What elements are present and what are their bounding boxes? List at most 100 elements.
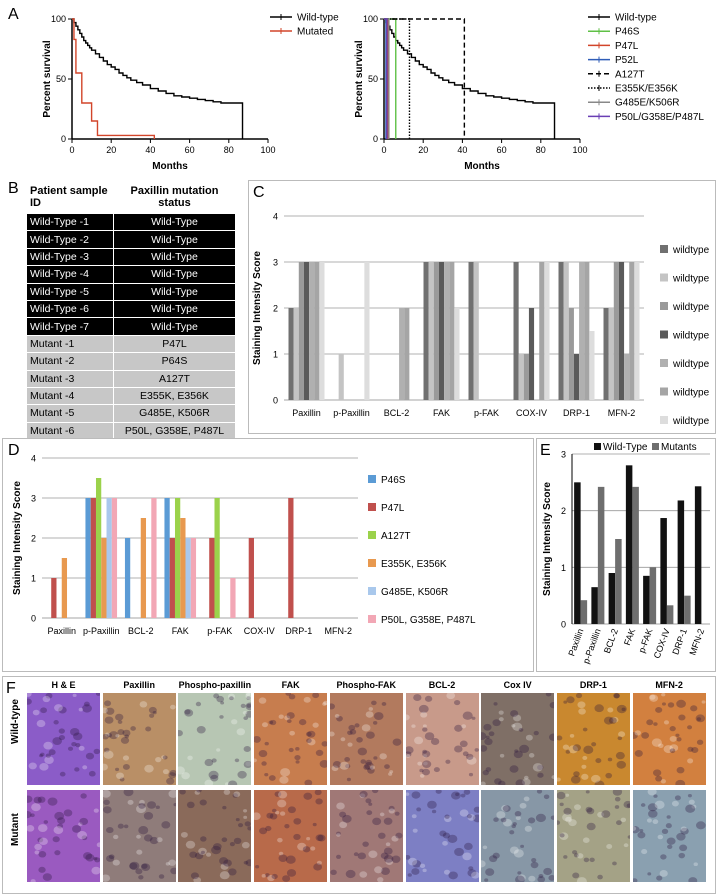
- nucleus: [442, 832, 450, 839]
- x-tick-label: FAK: [433, 408, 450, 418]
- bar: [666, 605, 674, 624]
- nucleus: [258, 697, 267, 704]
- nucleus: [684, 804, 695, 813]
- nucleus: [211, 845, 222, 855]
- nucleus: [383, 817, 393, 825]
- nucleus: [88, 770, 96, 777]
- nucleus: [556, 820, 560, 825]
- nucleus: [254, 812, 261, 821]
- histology-image: [102, 693, 176, 785]
- x-tick-label: 60: [185, 145, 195, 155]
- nucleus: [474, 748, 479, 752]
- nucleus: [200, 836, 207, 842]
- nucleus: [344, 763, 351, 769]
- nucleus: [510, 710, 519, 717]
- tissue-background: [27, 693, 100, 785]
- nucleus: [72, 825, 82, 833]
- nucleus: [503, 818, 513, 827]
- histology-image: [405, 790, 479, 882]
- nucleus: [115, 734, 120, 738]
- nucleus: [195, 852, 204, 860]
- nucleus: [661, 828, 668, 834]
- nucleus: [173, 802, 176, 807]
- nucleus: [376, 877, 384, 882]
- nucleus: [114, 713, 124, 721]
- nucleus: [198, 847, 208, 855]
- panel-d-frame: [2, 438, 534, 672]
- nucleus: [419, 863, 425, 869]
- legend-label: G485E/K506R: [615, 98, 680, 109]
- nucleus: [556, 735, 563, 741]
- nucleus: [278, 854, 288, 862]
- nucleus: [407, 873, 412, 877]
- nucleus: [484, 878, 489, 882]
- nucleus: [380, 867, 390, 875]
- nucleus: [138, 802, 146, 809]
- nucleus: [246, 859, 252, 867]
- nucleus: [563, 855, 568, 859]
- nucleus: [44, 756, 54, 765]
- table-cell-id: Mutant -1: [26, 334, 114, 354]
- nucleus: [245, 693, 251, 697]
- nucleus: [162, 769, 169, 775]
- nucleus: [277, 799, 287, 808]
- nucleus: [421, 750, 430, 758]
- nucleus: [370, 700, 377, 706]
- bar: [338, 354, 344, 400]
- nucleus: [405, 754, 410, 758]
- nucleus: [485, 868, 495, 876]
- nucleus: [234, 837, 242, 845]
- nucleus: [389, 770, 393, 774]
- nucleus: [306, 738, 312, 744]
- tissue-background: [254, 790, 328, 882]
- legend-label: Mutants: [661, 442, 697, 453]
- nucleus: [665, 823, 672, 829]
- nucleus: [646, 818, 652, 823]
- nucleus: [208, 770, 219, 780]
- legend-swatch: [368, 615, 376, 623]
- y-tick-label: 4: [31, 454, 36, 464]
- nucleus: [242, 841, 251, 849]
- bar: [180, 518, 186, 618]
- nucleus: [485, 735, 490, 739]
- nucleus: [634, 730, 641, 736]
- nucleus: [74, 767, 80, 772]
- nucleus: [102, 707, 108, 714]
- nucleus: [81, 835, 88, 841]
- histology-column-header: H & E: [51, 680, 76, 690]
- nucleus: [666, 844, 673, 850]
- nucleus: [415, 807, 421, 812]
- nucleus: [39, 762, 49, 771]
- nucleus: [559, 802, 564, 807]
- nucleus: [303, 696, 311, 703]
- nucleus: [582, 755, 588, 760]
- legend-swatch: [660, 302, 668, 310]
- legend-label: P46S: [381, 475, 406, 486]
- nucleus: [421, 749, 427, 754]
- nucleus: [562, 744, 569, 750]
- x-tick-label: DRP-1: [563, 408, 590, 418]
- nucleus: [294, 754, 301, 761]
- nucleus: [245, 821, 252, 827]
- x-tick-label: Paxillin: [292, 408, 321, 418]
- x-tick-label: DRP-1: [285, 626, 312, 636]
- nucleus: [422, 724, 427, 728]
- nucleus: [211, 758, 218, 763]
- nucleus: [236, 728, 246, 736]
- nucleus: [549, 701, 555, 709]
- nucleus: [405, 751, 411, 758]
- legend-label: wildtype: [672, 416, 710, 427]
- table-row: Wild-Type -5 Wild-Type: [26, 282, 236, 301]
- table-cell-status: P64S: [113, 352, 236, 371]
- nucleus: [559, 832, 569, 841]
- y-tick-label: 50: [368, 74, 378, 84]
- table-cell-id: Mutant -5: [26, 404, 114, 423]
- nucleus: [582, 727, 588, 732]
- histology-image-svg: [102, 790, 176, 882]
- table-row: Mutant -5 G485E, K506R: [26, 404, 236, 423]
- y-tick-label: 100: [51, 14, 66, 24]
- nucleus: [509, 765, 519, 773]
- legend-label: G485E, K506R: [381, 587, 448, 598]
- nucleus: [435, 790, 442, 794]
